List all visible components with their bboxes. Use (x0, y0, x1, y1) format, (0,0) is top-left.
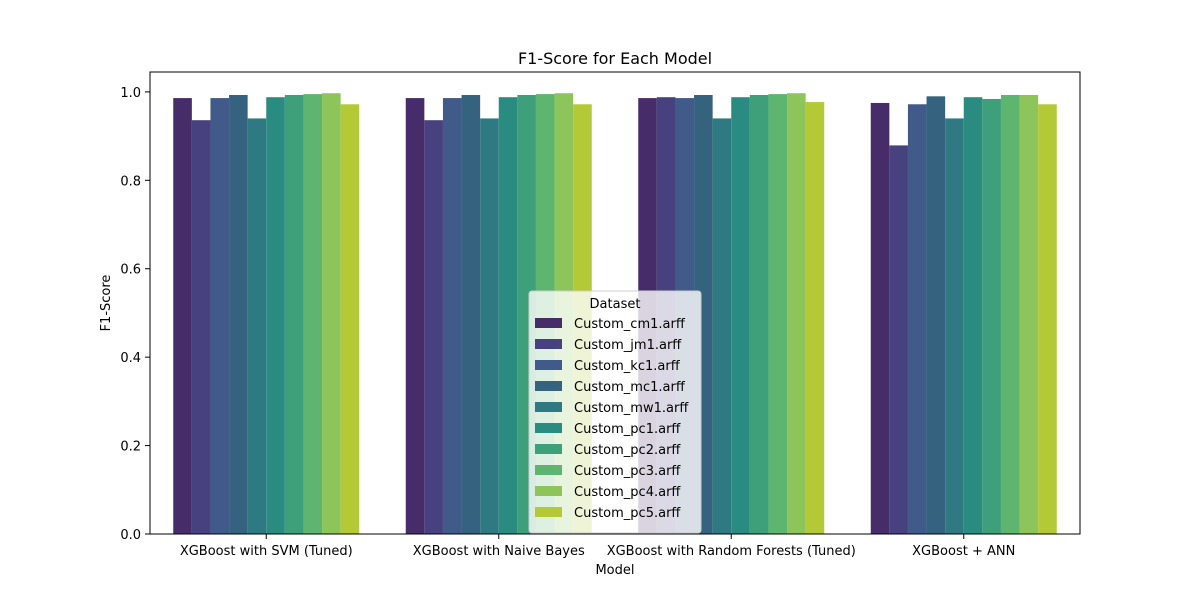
y-axis-label: F1-Score (99, 275, 114, 332)
legend-item-label: Custom_kc1.arff (574, 359, 681, 374)
y-tick-label: 0.6 (120, 263, 141, 278)
legend-item-label: Custom_pc4.arff (574, 485, 681, 500)
bar-custom-pc5-arff-0 (340, 104, 360, 535)
bar-custom-pc3-arff-2 (768, 94, 788, 535)
bar-custom-mc1-arff-3 (926, 96, 946, 534)
chart-title: F1-Score for Each Model (518, 49, 712, 68)
y-tick-label: 0.2 (120, 440, 141, 455)
bar-custom-mc1-arff-1 (461, 94, 481, 535)
y-tick-label: 0.0 (120, 528, 141, 543)
legend-item-label: Custom_pc5.arff (574, 506, 681, 521)
legend-swatch (535, 381, 562, 391)
legend-item-label: Custom_pc3.arff (574, 464, 681, 479)
bar-custom-pc2-arff-3 (982, 98, 1001, 534)
bar-custom-mc1-arff-0 (229, 94, 248, 535)
x-tick-label: XGBoost with Naive Bayes (413, 544, 585, 559)
legend-title: Dataset (590, 297, 641, 312)
bar-custom-cm1-arff-0 (173, 98, 192, 534)
bar-custom-jm1-arff-3 (889, 145, 908, 534)
legend-box (528, 290, 702, 534)
bar-custom-jm1-arff-0 (191, 120, 211, 534)
bar-custom-mw1-arff-2 (712, 118, 732, 535)
legend-swatch (535, 423, 562, 433)
bar-custom-pc1-arff-0 (266, 97, 285, 534)
legend-swatch (535, 486, 562, 496)
legend-swatch (535, 402, 562, 412)
y-tick-label: 1.0 (120, 86, 141, 101)
bar-custom-pc3-arff-3 (1000, 94, 1020, 535)
x-axis-label: Model (595, 563, 634, 578)
bar-custom-mw1-arff-3 (945, 118, 964, 535)
bar-custom-pc1-arff-1 (498, 97, 518, 534)
legend-item-label: Custom_mc1.arff (574, 380, 686, 395)
y-tick-label: 0.4 (120, 351, 141, 366)
bar-custom-pc3-arff-0 (303, 94, 323, 535)
bar-custom-kc1-arff-1 (442, 98, 462, 534)
bar-custom-cm1-arff-1 (405, 98, 425, 534)
legend-swatch (535, 360, 562, 370)
y-tick-label: 0.8 (120, 174, 141, 189)
plot-frame (149, 71, 1081, 535)
bar-custom-pc4-arff-0 (322, 93, 341, 534)
legend-item-label: Custom_pc1.arff (574, 422, 681, 437)
legend-swatch (535, 507, 562, 517)
bar-custom-kc1-arff-3 (907, 104, 927, 535)
legend-item-label: Custom_pc2.arff (574, 443, 681, 458)
bar-custom-pc1-arff-3 (963, 97, 983, 534)
bar-custom-pc2-arff-0 (284, 94, 304, 535)
legend-item-label: Custom_jm1.arff (574, 338, 682, 353)
legend-item-label: Custom_cm1.arff (574, 317, 686, 332)
legend-swatch (535, 465, 562, 475)
legend-swatch (535, 444, 562, 454)
bar-custom-mw1-arff-1 (480, 118, 499, 535)
x-tick-label: XGBoost with SVM (Tuned) (180, 544, 353, 559)
bar-custom-kc1-arff-0 (210, 98, 230, 534)
x-tick-label: XGBoost with Random Forests (Tuned) (607, 544, 856, 559)
legend: Dataset Custom_cm1.arff Custom_jm1.arff Cus… (528, 290, 702, 534)
bar-custom-cm1-arff-3 (870, 102, 890, 534)
bar-custom-mw1-arff-0 (247, 118, 267, 535)
bar-custom-pc4-arff-3 (1019, 94, 1039, 535)
legend-swatch (535, 318, 562, 328)
bar-custom-pc5-arff-3 (1038, 104, 1057, 535)
legend-swatch (535, 339, 562, 349)
bar-custom-pc1-arff-2 (731, 97, 750, 534)
legend-item-label: Custom_mw1.arff (574, 401, 689, 416)
x-tick-label: XGBoost + ANN (912, 544, 1015, 559)
bar-custom-pc4-arff-2 (787, 93, 806, 534)
bar-custom-jm1-arff-1 (424, 120, 443, 534)
bar-custom-pc2-arff-2 (749, 94, 769, 535)
bar-custom-pc5-arff-2 (805, 102, 825, 534)
